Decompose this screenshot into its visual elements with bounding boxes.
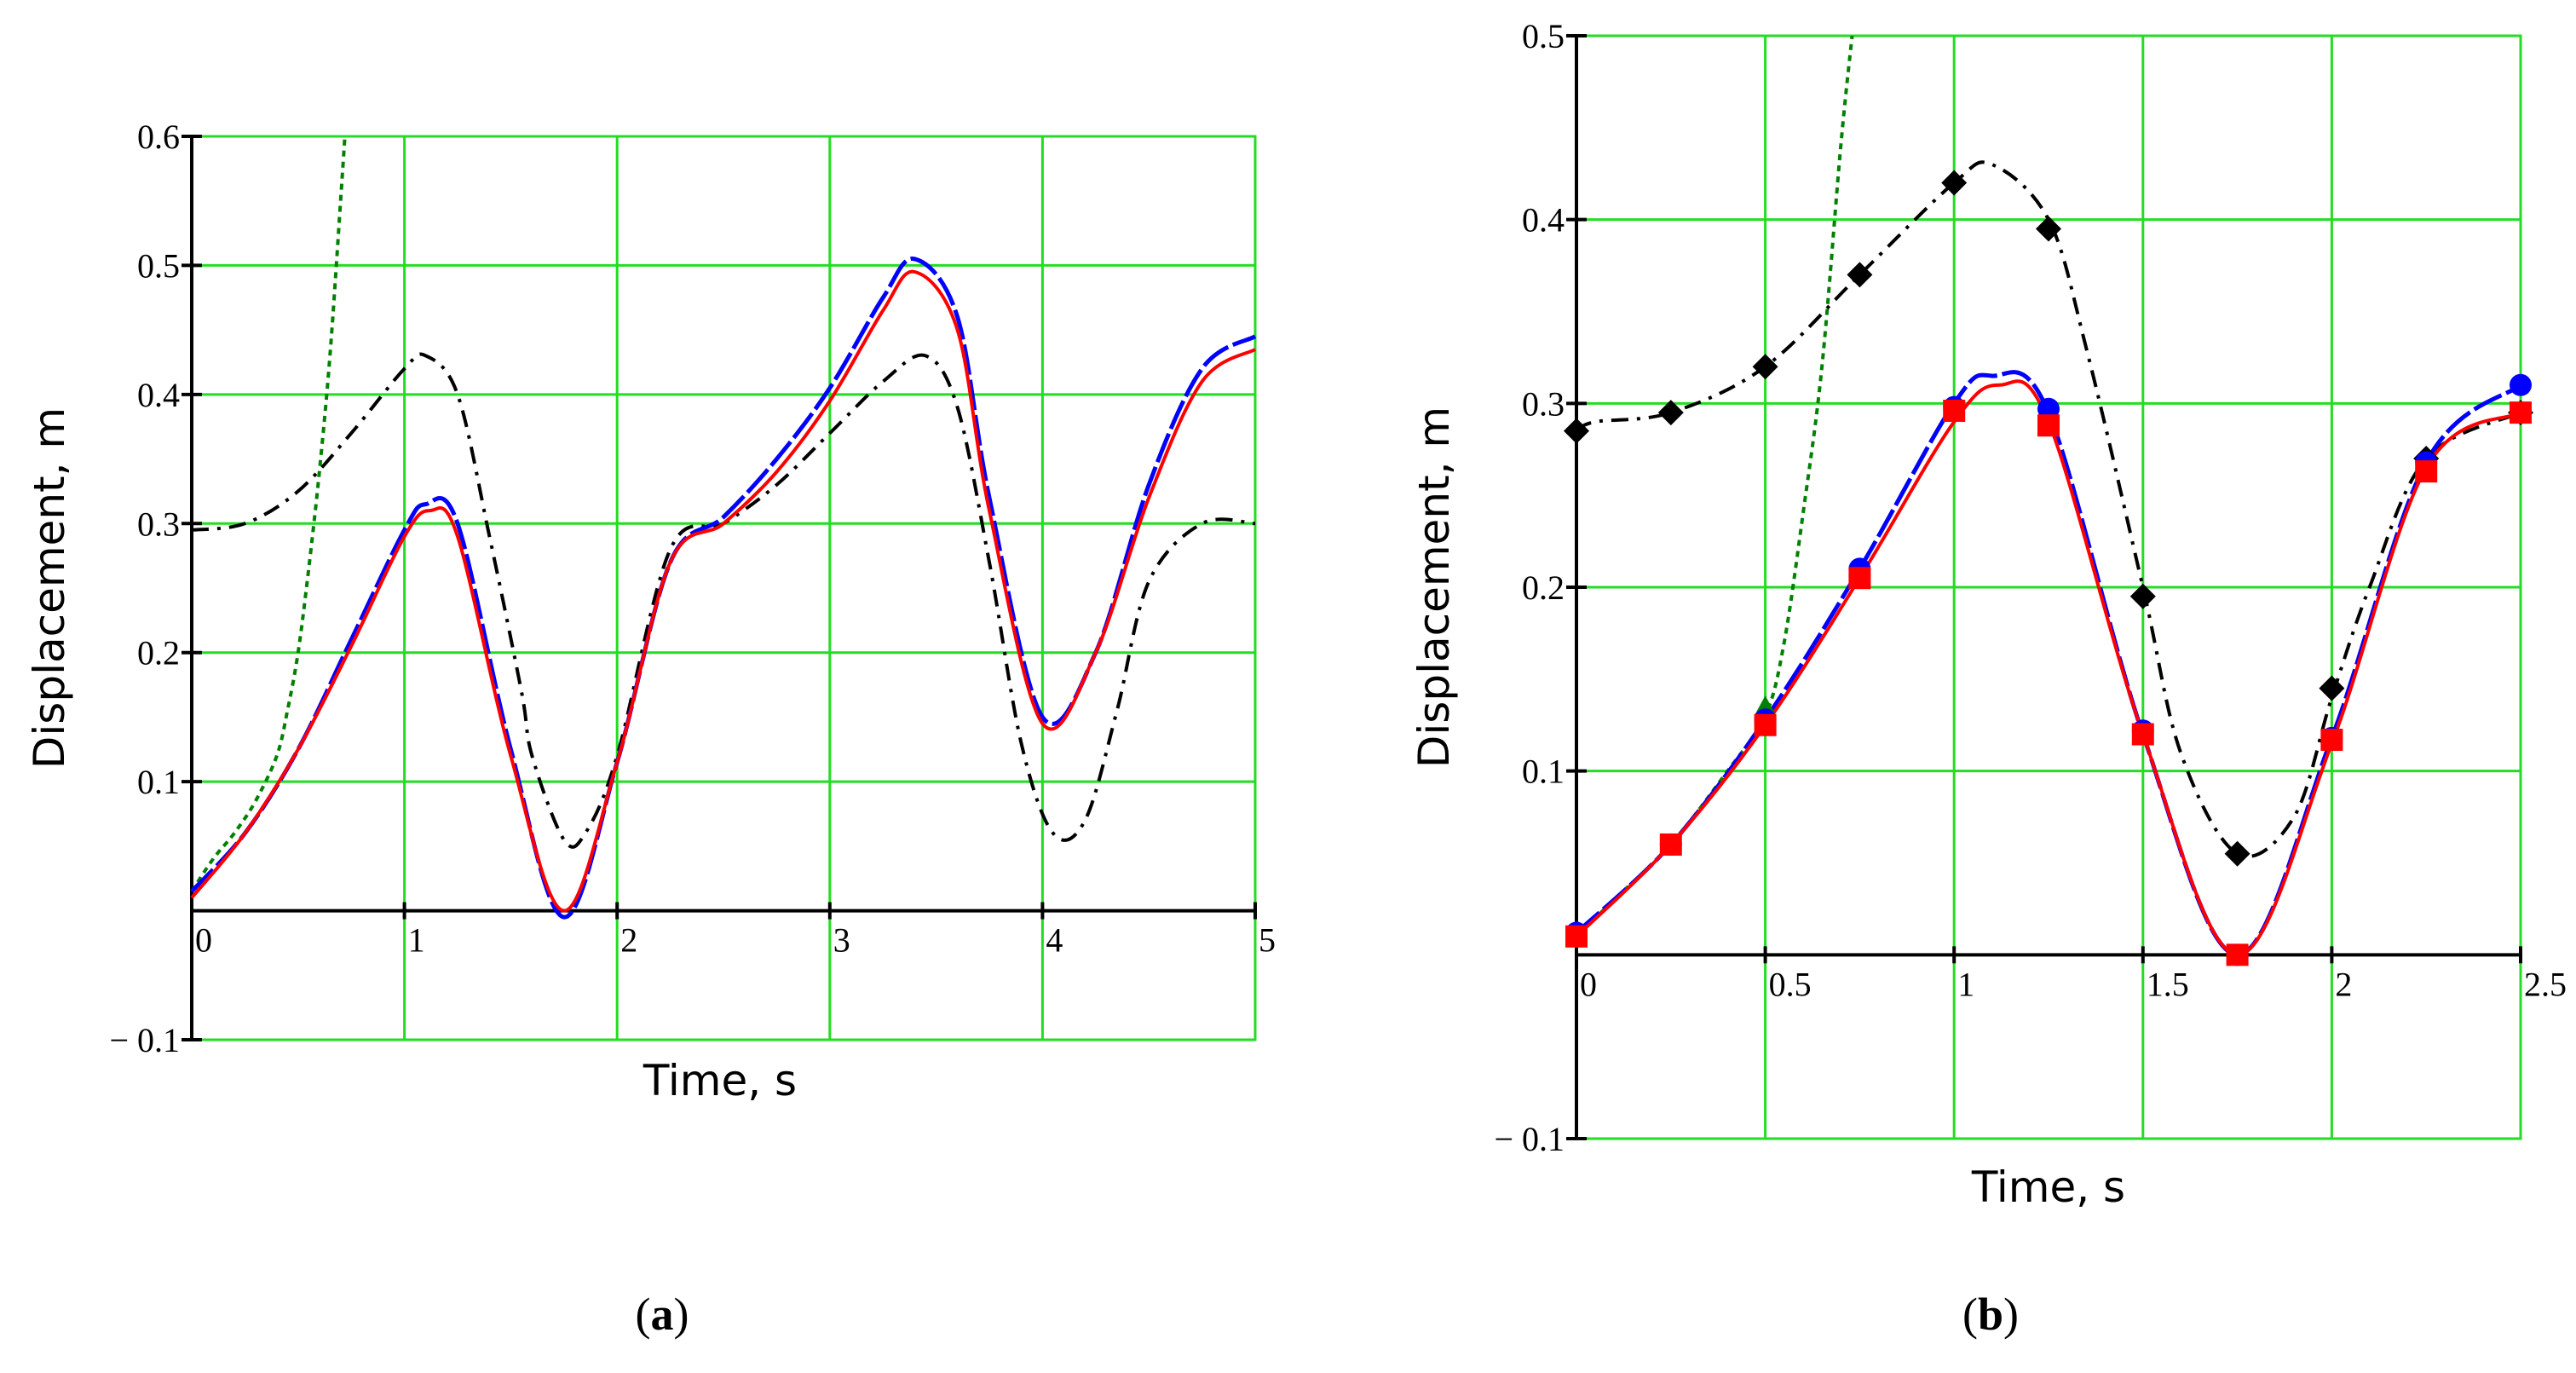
y-tick-label: 0.1 [137, 763, 180, 801]
x-tick-label: 0 [195, 921, 212, 960]
y-tick-label: 0.2 [137, 634, 180, 672]
marker-circle [2510, 373, 2532, 396]
y-tick-label: 0.6 [137, 118, 180, 156]
marker-diamond [1752, 354, 1778, 380]
marker-square [1943, 399, 1966, 422]
marker-diamond [1941, 170, 1968, 196]
y-axis-title: Displacement, m [25, 407, 74, 769]
x-tick-label: 3 [833, 921, 850, 960]
marker-square [2131, 723, 2154, 746]
x-tick-label: 1 [408, 921, 425, 960]
marker-diamond [2224, 840, 2250, 867]
x-tick-label: 0.5 [1769, 965, 1812, 1003]
x-axis-title: Time, s [1971, 1162, 2125, 1212]
y-tick-label: 0.2 [1522, 568, 1565, 607]
marker-diamond [1657, 400, 1684, 426]
chart-a: 0 1 2 3 4 5 − 0.1 0.1 0.2 0.3 0.4 0.5 0.6 Time, s Disp… [25, 118, 1276, 1105]
plot-frame [190, 135, 1257, 1041]
marker-square [2510, 401, 2532, 424]
series-line-black-dash-dot [1575, 160, 2521, 858]
y-tick-label: − 0.1 [109, 1021, 180, 1059]
marker-diamond [2319, 675, 2345, 701]
series-line-green-dotted [190, 136, 347, 892]
marker-square [1565, 925, 1588, 948]
y-tick-label: 0.5 [1522, 17, 1565, 55]
series-line-blue-dashed [1575, 370, 2522, 957]
series-group [1575, 36, 2522, 957]
y-axis-title: Displacement, m [1409, 407, 1459, 768]
marker-square [2226, 943, 2249, 966]
panel-label-b: (b) [1962, 1289, 2019, 1340]
x-tick-label: 2 [620, 921, 637, 960]
x-tick-label: 2 [2335, 965, 2352, 1003]
y-tick-label: 0.4 [137, 376, 180, 414]
marker-square [2415, 460, 2438, 483]
y-tick-label: 0.1 [1522, 753, 1565, 791]
marker-square [1848, 567, 1871, 590]
marker-diamond [1847, 262, 1873, 288]
y-tick-label: 0.4 [1522, 201, 1565, 239]
x-tick-label: 1.5 [2147, 965, 2189, 1003]
series-line-black-dash-dot [191, 352, 1256, 849]
x-tick-label: 2.5 [2524, 965, 2567, 1003]
marker-square [2320, 729, 2343, 752]
series-line-red-solid [1575, 379, 2522, 957]
series-line-red-solid [190, 269, 1257, 913]
marker-diamond [2129, 583, 2156, 609]
marker-diamond [1564, 418, 1589, 444]
marker-diamond [2036, 216, 2061, 242]
x-axis-title: Time, s [643, 1056, 797, 1105]
series-line-green-dotted [1575, 36, 1854, 938]
series-line-blue-dashed [190, 257, 1257, 920]
series-group [190, 136, 1257, 920]
y-tick-label: 0.3 [1522, 384, 1565, 423]
marker-square [1754, 713, 1777, 736]
marker-triangle [1755, 695, 1776, 715]
panel-label-a: (a) [636, 1289, 689, 1340]
y-tick-label: 0.5 [137, 246, 180, 285]
marker-square [2037, 414, 2060, 437]
x-tick-label: 0 [1580, 965, 1597, 1003]
marker-square [1659, 833, 1682, 856]
y-tick-label: − 0.1 [1494, 1120, 1565, 1158]
chart-b: 0 0.5 1 1.5 2 2.5 − 0.1 0.1 0.2 0.3 0.4 0.5 Time, s D… [1409, 17, 2567, 1212]
x-tick-label: 4 [1046, 921, 1063, 960]
y-tick-label: 0.3 [137, 505, 180, 543]
x-tick-label: 1 [1957, 965, 1974, 1003]
x-tick-label: 5 [1259, 921, 1276, 960]
